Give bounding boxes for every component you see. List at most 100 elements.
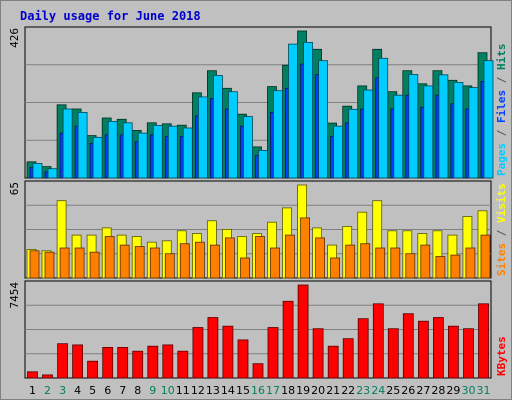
bar [480,234,491,279]
right-label-part: / [495,123,508,143]
bar [224,237,235,279]
bar [32,163,43,179]
right-axis-label: Sites / Visits [495,183,508,276]
bar [137,132,148,179]
bar [318,60,329,179]
right-label-part: Sites [495,243,508,276]
bar [270,247,280,279]
bar [357,318,369,379]
bar [447,325,459,379]
bar [227,91,238,179]
day-label: 15 [236,384,250,397]
bar [288,43,298,179]
bar [372,303,384,379]
bar [179,243,190,279]
bar [417,320,429,379]
day-label: 12 [191,384,205,397]
bar [29,250,40,279]
bar [345,244,356,279]
chart-title: Daily usage for June 2018 [20,9,201,23]
series-kbytes [27,284,489,379]
day-label: 29 [446,384,460,397]
bar [102,346,114,379]
bar [77,112,88,179]
day-label: 30 [462,384,476,397]
bar [207,317,219,379]
panel-kbytes: 7454 KBytes [8,280,508,379]
bar [117,346,129,379]
day-label: 31 [477,384,491,397]
bar [453,82,464,179]
bar [360,243,371,279]
bar [107,121,118,179]
bar [483,60,494,179]
right-label-part: Visits [495,183,508,223]
bar [330,257,341,279]
bar [285,234,295,279]
bar [333,125,344,179]
bar [192,327,204,379]
day-label: 28 [431,384,445,397]
day-label: 23 [356,384,370,397]
bar [89,251,100,279]
bar [312,328,324,379]
day-label: 8 [134,384,141,397]
bar [348,108,359,179]
bar [162,344,174,379]
right-label-part: Hits [495,44,508,71]
bar [402,313,414,379]
bar [237,339,249,379]
bar [387,328,399,379]
bar [149,247,160,279]
day-label: 3 [59,384,66,397]
day-label: 26 [401,384,415,397]
bar [435,256,446,279]
chart-panels: 426 Pages / Files / Hits 65 Sites / Visits 7… [8,26,508,379]
day-label: 5 [89,384,96,397]
bar [282,300,294,379]
day-label: 18 [281,384,295,397]
bar [47,168,58,179]
bar [59,247,70,279]
bar [134,246,145,279]
bar [390,247,401,279]
right-axis-label: KBytes [495,336,508,376]
right-label-part: / [495,70,508,90]
day-label: 24 [371,384,385,397]
bar [194,241,205,279]
y-max-label: 426 [8,28,21,48]
bar [297,284,309,379]
bar [267,327,279,379]
right-label-part: KBytes [495,336,508,376]
day-label: 11 [176,384,190,397]
bar [152,125,163,179]
bar [255,236,265,279]
bar [209,244,220,279]
panel-sites-visits: 65 Sites / Visits [8,180,508,279]
right-label-part: Files [495,90,508,123]
bar [177,350,189,379]
bar [212,75,223,179]
right-label-part: Pages [495,143,508,176]
bar [342,338,354,379]
bar [463,328,474,379]
day-label: 14 [221,384,235,397]
bar [300,217,311,279]
bar [315,237,326,279]
series-pages [32,42,494,179]
bar [240,257,250,279]
bar [405,253,416,279]
bar [74,247,85,279]
day-label: 7 [119,384,126,397]
bar [42,374,53,379]
day-label: 27 [416,384,430,397]
day-label: 16 [251,384,265,397]
bar [44,251,55,279]
bar [104,236,115,279]
bar [450,254,461,279]
series-sites [29,217,491,279]
y-max-label: 7454 [8,282,21,309]
right-label-part: / [495,223,508,243]
bar [303,42,314,179]
